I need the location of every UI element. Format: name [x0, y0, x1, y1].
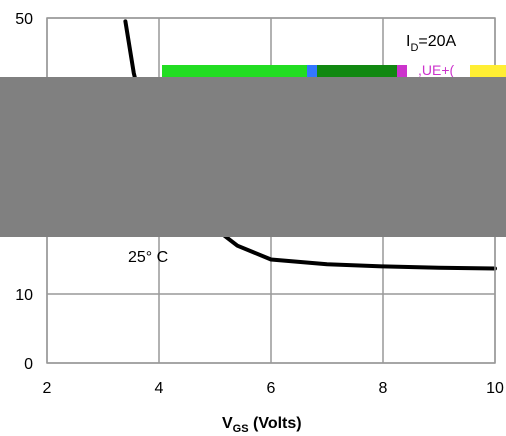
redaction-block: [0, 77, 506, 237]
strip-magenta-segment: [397, 65, 407, 77]
x-tick-label: 8: [379, 380, 388, 397]
x-axis-label-sub: GS: [233, 423, 249, 435]
temperature-annotation: 25° C: [128, 249, 168, 266]
id-annotation-sub: D: [410, 42, 418, 54]
y-tick-label: 10: [15, 287, 33, 304]
color-strip: ,UE+(: [162, 62, 506, 78]
x-axis-label-main: V: [222, 415, 233, 432]
x-axis-label: VGS (Volts): [222, 415, 302, 435]
y-tick-label: 50: [15, 11, 33, 28]
x-tick-label: 4: [155, 380, 164, 397]
id-annotation-rest: =20A: [418, 33, 456, 50]
id-annotation: ID=20A: [406, 33, 457, 54]
strip-green-segment: [162, 65, 307, 77]
x-tick-label: 2: [43, 380, 52, 397]
strip-dark-green-segment: [317, 65, 397, 77]
x-tick-label: 10: [486, 380, 504, 397]
x-axis-label-rest: (Volts): [249, 415, 302, 432]
strip-blue-segment: [307, 65, 317, 77]
y-tick-label: 0: [24, 356, 33, 373]
strip-overlay-text: ,UE+(: [418, 62, 455, 78]
x-tick-label: 6: [267, 380, 276, 397]
id-annotation-main: I: [406, 33, 410, 50]
tick-labels: 2 4 6 8 10 0 10 50: [15, 11, 504, 397]
strip-yellow-segment: [470, 65, 506, 77]
